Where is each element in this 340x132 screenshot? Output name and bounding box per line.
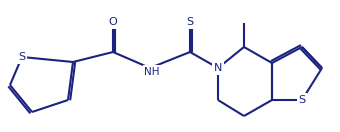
Text: S: S (186, 17, 193, 27)
Text: NH: NH (144, 67, 160, 77)
Text: N: N (214, 63, 222, 73)
Text: O: O (108, 17, 117, 27)
Text: S: S (18, 52, 26, 62)
Text: S: S (299, 95, 306, 105)
